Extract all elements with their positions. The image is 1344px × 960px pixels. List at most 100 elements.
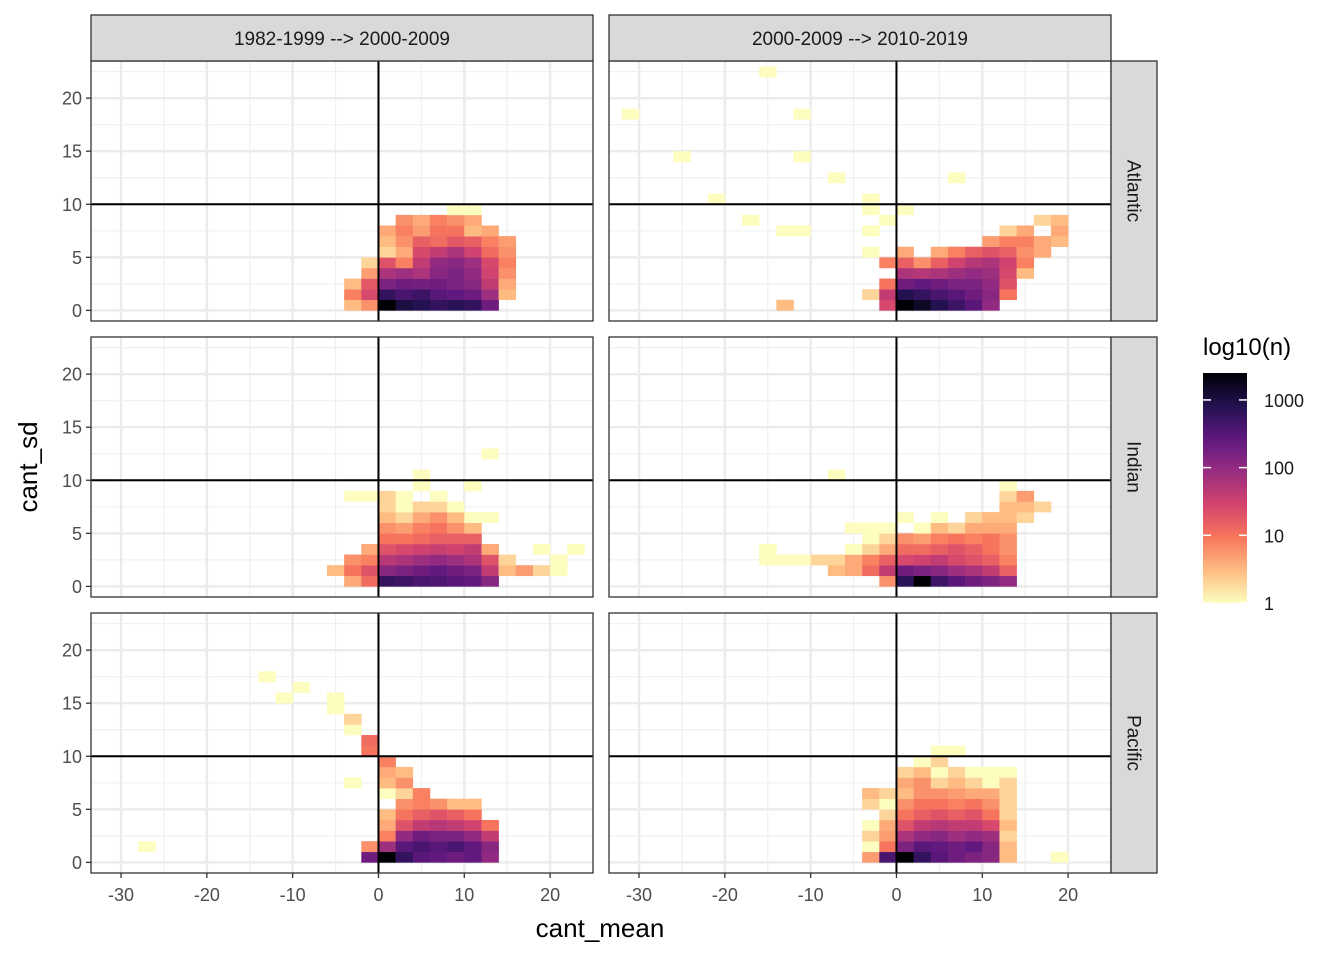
heatmap-cell bbox=[965, 777, 983, 789]
heatmap-cell bbox=[999, 490, 1017, 502]
heatmap-cell bbox=[395, 214, 414, 226]
heatmap-cell bbox=[481, 289, 499, 301]
heatmap-cell bbox=[999, 809, 1017, 821]
heatmap-cell bbox=[879, 289, 897, 301]
panel-background bbox=[91, 337, 593, 597]
heatmap-cell bbox=[429, 512, 448, 524]
heatmap-cell bbox=[896, 554, 914, 566]
heatmap-cell bbox=[965, 575, 983, 587]
heatmap-cell bbox=[844, 543, 863, 555]
heatmap-cell bbox=[930, 788, 949, 800]
heatmap-cell bbox=[412, 267, 431, 279]
heatmap-cell bbox=[378, 289, 396, 301]
heatmap-cell bbox=[913, 830, 932, 842]
heatmap-cell bbox=[515, 565, 534, 577]
heatmap-cell bbox=[776, 299, 794, 311]
heatmap-cell bbox=[862, 225, 880, 237]
x-tick-label: -30 bbox=[626, 885, 652, 905]
heatmap-cell bbox=[930, 257, 949, 269]
heatmap-cell bbox=[447, 204, 465, 216]
heatmap-cell bbox=[982, 575, 1000, 587]
heatmap-cell bbox=[879, 841, 897, 853]
heatmap-cell bbox=[862, 851, 880, 863]
heatmap-cell bbox=[464, 522, 482, 534]
heatmap-cell bbox=[862, 193, 880, 205]
x-tick-label: -20 bbox=[712, 885, 738, 905]
heatmap-cell bbox=[395, 267, 414, 279]
heatmap-cell bbox=[999, 830, 1017, 842]
heatmap-cell bbox=[395, 246, 414, 258]
heatmap-cell bbox=[395, 543, 414, 555]
heatmap-cell bbox=[378, 851, 396, 863]
heatmap-cell bbox=[947, 267, 966, 279]
heatmap-cell bbox=[827, 565, 846, 577]
heatmap-cell bbox=[844, 522, 863, 534]
heatmap-cell bbox=[1050, 236, 1069, 248]
heatmap-cell bbox=[947, 809, 966, 821]
heatmap-cell bbox=[913, 788, 932, 800]
heatmap-cell bbox=[862, 798, 880, 810]
heatmap-cell bbox=[742, 214, 760, 226]
heatmap-cell bbox=[913, 756, 932, 768]
heatmap-cell bbox=[464, 830, 482, 842]
x-tick-label: 20 bbox=[1058, 885, 1078, 905]
heatmap-cell bbox=[550, 565, 568, 577]
heatmap-cell bbox=[1016, 267, 1035, 279]
heatmap-cell bbox=[896, 830, 914, 842]
heatmap-cell bbox=[412, 225, 431, 237]
heatmap-cell bbox=[429, 851, 448, 863]
heatmap-cell bbox=[862, 554, 880, 566]
heatmap-cell bbox=[464, 543, 482, 555]
heatmap-cell bbox=[429, 819, 448, 831]
heatmap-cell bbox=[965, 299, 983, 311]
heatmap-cell bbox=[913, 289, 932, 301]
y-tick-label: 10 bbox=[62, 195, 82, 215]
heatmap-cell bbox=[930, 533, 949, 545]
heatmap-cell bbox=[412, 501, 431, 513]
heatmap-cell bbox=[344, 554, 362, 566]
heatmap-cell bbox=[378, 841, 396, 853]
heatmap-cell bbox=[759, 554, 777, 566]
heatmap-cell bbox=[879, 533, 897, 545]
heatmap-cell bbox=[930, 554, 949, 566]
heatmap-cell bbox=[361, 851, 379, 863]
heatmap-cell bbox=[429, 225, 448, 237]
heatmap-cell bbox=[896, 777, 914, 789]
heatmap-cell bbox=[913, 575, 932, 587]
heatmap-cell bbox=[947, 554, 966, 566]
heatmap-cell bbox=[464, 236, 482, 248]
heatmap-cell bbox=[395, 841, 414, 853]
heatmap-cell bbox=[447, 533, 465, 545]
heatmap-cell bbox=[429, 809, 448, 821]
heatmap-cell bbox=[498, 289, 517, 301]
heatmap-cell bbox=[481, 236, 499, 248]
heatmap-cell bbox=[1016, 512, 1035, 524]
heatmap-cell bbox=[862, 819, 880, 831]
heatmap-cell bbox=[999, 543, 1017, 555]
heatmap-cell bbox=[395, 565, 414, 577]
heatmap-cell bbox=[344, 724, 362, 736]
heatmap-cell bbox=[464, 257, 482, 269]
x-tick-label: 0 bbox=[373, 885, 383, 905]
heatmap-cell bbox=[862, 522, 880, 534]
heatmap-cell bbox=[464, 225, 482, 237]
heatmap-cell bbox=[965, 522, 983, 534]
heatmap-cell bbox=[879, 851, 897, 863]
heatmap-cell bbox=[429, 543, 448, 555]
heatmap-cell bbox=[361, 257, 379, 269]
heatmap-cell bbox=[532, 543, 551, 555]
heatmap-cell bbox=[621, 108, 640, 120]
heatmap-cell bbox=[999, 257, 1017, 269]
panel-border bbox=[90, 612, 594, 874]
heatmap-cell bbox=[378, 512, 396, 524]
heatmap-cell bbox=[982, 246, 1000, 258]
heatmap-cell bbox=[930, 798, 949, 810]
heatmap-cell bbox=[378, 257, 396, 269]
heatmap-cell bbox=[1016, 225, 1035, 237]
heatmap-cell bbox=[999, 512, 1017, 524]
heatmap-cell bbox=[982, 257, 1000, 269]
heatmap-cell bbox=[707, 193, 726, 205]
heatmap-cell bbox=[361, 575, 379, 587]
heatmap-cell bbox=[965, 278, 983, 290]
